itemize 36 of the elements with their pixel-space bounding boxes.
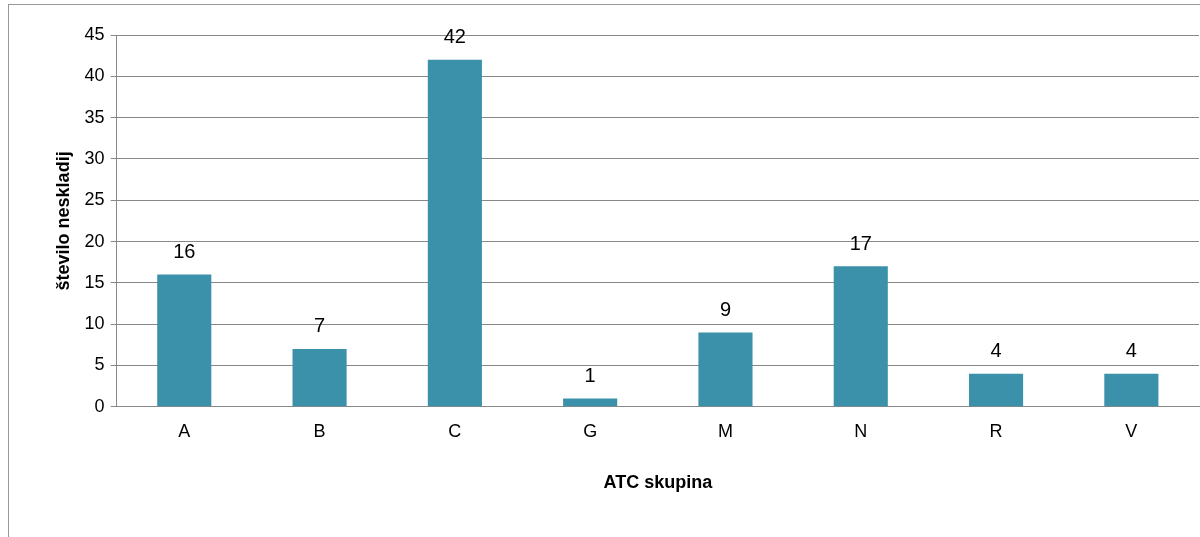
y-tick-label: 15 — [84, 271, 105, 292]
x-tick-label: N — [854, 420, 868, 441]
y-tick-label: 40 — [84, 65, 105, 86]
x-axis-title: ATC skupina — [603, 472, 714, 493]
x-tick-label: A — [178, 420, 191, 441]
data-label: 7 — [314, 314, 326, 337]
data-label: 4 — [1125, 339, 1137, 362]
bar — [563, 398, 618, 407]
y-tick-label: 35 — [84, 106, 105, 127]
y-tick-label: 0 — [94, 395, 105, 416]
bar — [698, 332, 753, 407]
bar — [833, 266, 888, 407]
bar — [969, 373, 1024, 407]
bar — [427, 59, 482, 407]
y-tick-label: 45 — [84, 23, 105, 44]
data-label: 4 — [990, 339, 1002, 362]
y-tick-label: 5 — [94, 354, 105, 375]
data-label: 9 — [719, 297, 732, 320]
data-label: 16 — [173, 240, 196, 263]
bar — [292, 348, 347, 407]
y-axis-title: število neskladij — [52, 151, 73, 291]
data-label: 1 — [584, 364, 596, 387]
bar — [1104, 373, 1159, 407]
x-tick-label: V — [1125, 420, 1138, 441]
bar — [157, 274, 212, 407]
data-label: 42 — [443, 25, 466, 48]
x-tick-label: R — [989, 420, 1003, 441]
y-tick-label: 25 — [84, 189, 105, 210]
y-tick-label: 20 — [84, 230, 105, 251]
x-tick-label: C — [448, 420, 462, 441]
x-tick-label: B — [313, 420, 326, 441]
y-tick-label: 10 — [84, 313, 105, 334]
y-tick-label: 30 — [84, 147, 105, 168]
x-tick-label: M — [717, 420, 733, 441]
data-label: 17 — [849, 231, 872, 254]
x-tick-label: G — [583, 420, 598, 441]
